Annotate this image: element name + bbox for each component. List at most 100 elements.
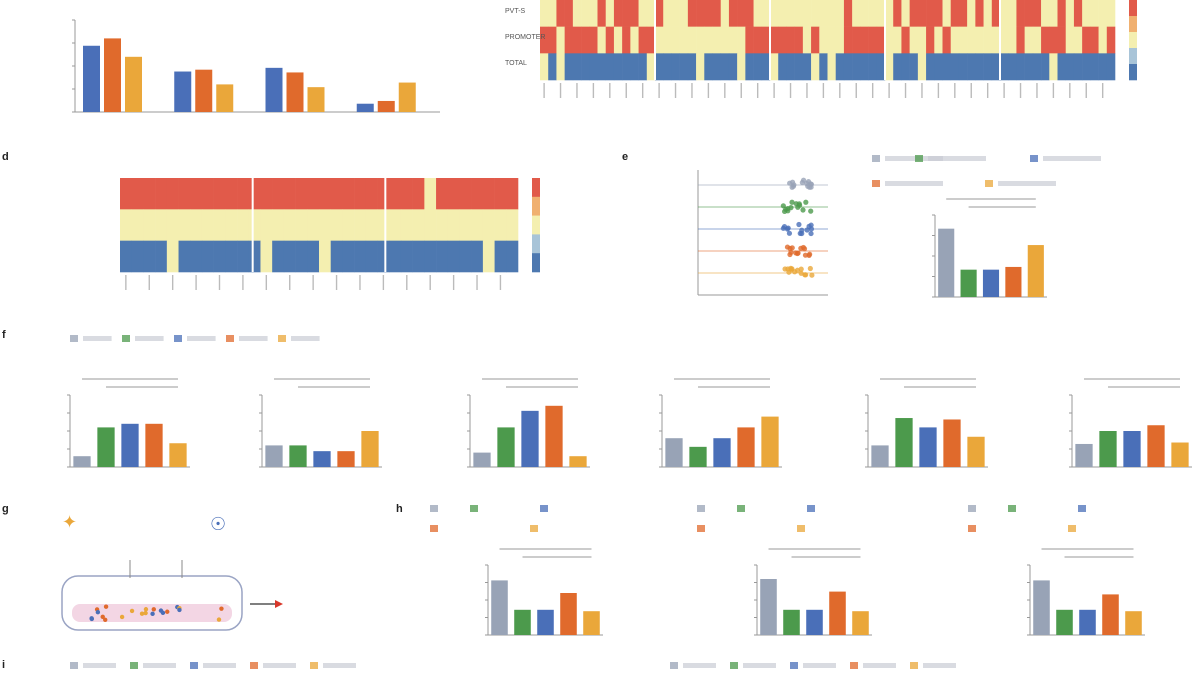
legend-text (291, 336, 320, 341)
heat-cell (1041, 0, 1050, 27)
heat-cell (827, 53, 837, 81)
legend-swatch (226, 335, 234, 342)
heat-cell (696, 26, 705, 54)
heat-cell (201, 178, 214, 210)
bar (783, 609, 800, 635)
heat-cell (950, 26, 960, 54)
heat-cell (166, 178, 179, 210)
bar (689, 446, 707, 467)
heat-cell (131, 240, 144, 273)
bar (1056, 609, 1073, 635)
heat-cell (860, 26, 869, 54)
heat-cell (1082, 0, 1091, 27)
heat-cell (663, 0, 672, 27)
heat-cell (1082, 26, 1091, 54)
heat-cell (436, 240, 449, 273)
heat-cell (679, 53, 689, 81)
heat-cell (307, 178, 320, 210)
legend-swatch (470, 505, 478, 512)
heat-cell (622, 26, 631, 54)
bar (919, 427, 937, 467)
bar (73, 456, 91, 467)
heat-cell (237, 178, 250, 210)
heat-cell (786, 0, 795, 27)
heat-cell (745, 0, 754, 27)
molecule (143, 610, 148, 616)
point (798, 266, 804, 272)
heat-cell (540, 53, 549, 81)
heat-cell (728, 0, 738, 27)
molecule (100, 614, 105, 620)
bar (852, 611, 869, 635)
heat-cell (671, 53, 680, 81)
point (802, 252, 809, 258)
heat-cell (190, 209, 203, 241)
schematic-panel-g: ✦ ☉ (61, 512, 283, 631)
heat-cell (843, 26, 853, 54)
point (788, 249, 794, 255)
heat-cell (802, 0, 812, 27)
legend-swatch (250, 662, 258, 669)
heat-cell (597, 53, 607, 81)
bar (104, 38, 121, 112)
heat-cell (794, 0, 804, 27)
heat-cell (926, 53, 935, 81)
heat-cell (926, 26, 935, 54)
bar-chart-f3 (467, 378, 590, 468)
heat-cell (753, 0, 763, 27)
heat-cell (983, 26, 993, 54)
heat-cell (494, 178, 507, 210)
heat-cell (1098, 26, 1108, 54)
heat-cell (663, 26, 672, 54)
heat-cell (494, 209, 507, 241)
legend-swatch (430, 525, 438, 532)
heatmap-panel-d (120, 178, 540, 290)
point (800, 177, 807, 183)
heat-cell (1016, 0, 1025, 27)
molecule (129, 608, 135, 614)
bar (313, 451, 331, 467)
heat-cell (958, 53, 968, 81)
heat-cell (377, 240, 390, 273)
heat-cell (646, 53, 656, 81)
bar (1033, 580, 1050, 635)
bar (537, 609, 554, 635)
heat-cell (696, 0, 705, 27)
heat-cell (1057, 0, 1067, 27)
heat-cell (967, 0, 976, 27)
heat-cell (638, 0, 648, 27)
heat-cell (991, 53, 1001, 81)
heatmap-top-right: PVT-S PROMOTER TOTAL (505, 0, 1137, 98)
bar (1027, 245, 1044, 297)
heat-cell (365, 178, 378, 210)
heat-cell (885, 53, 894, 81)
heat-cell (471, 209, 484, 241)
heat-cell (934, 53, 943, 81)
heat-cell (687, 53, 697, 81)
molecule (119, 614, 125, 620)
heat-cell (155, 209, 168, 241)
heat-cell (482, 240, 495, 273)
bar (1171, 442, 1189, 467)
heat-cell (1057, 26, 1067, 54)
bar (83, 45, 100, 113)
color-scale (1129, 48, 1137, 65)
heat-cell (1090, 26, 1099, 54)
bar (1125, 611, 1142, 635)
heat-cell (942, 26, 952, 54)
heat-cell (354, 178, 367, 210)
bar (665, 438, 683, 467)
legend-text (923, 663, 956, 668)
color-scale (532, 234, 540, 254)
heat-cell (400, 240, 413, 273)
heat-cell (852, 0, 861, 27)
heat-cell (712, 53, 722, 81)
heat-cell (1090, 0, 1099, 27)
heat-cell (983, 53, 993, 81)
point (809, 272, 815, 278)
heat-cell (597, 0, 607, 27)
color-scale (1129, 16, 1137, 33)
molecule (158, 608, 164, 613)
heat-cell (745, 26, 754, 54)
bar (145, 423, 163, 467)
